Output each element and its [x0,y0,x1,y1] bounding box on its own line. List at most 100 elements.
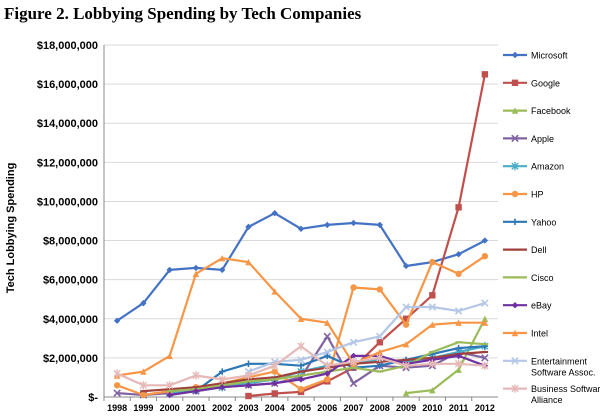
data-point [271,361,279,370]
x-tick-label: 2004 [265,403,285,413]
data-point [481,315,489,322]
data-point [376,286,383,293]
data-point [166,391,173,399]
data-point [297,341,305,351]
data-point [166,266,173,274]
data-point [140,391,147,399]
legend-item: Yahoo [503,217,556,227]
data-point [271,368,278,375]
legend-label: Facebook [531,106,571,116]
data-point [402,389,410,397]
data-point [297,385,305,393]
y-tick-label: $4,000,000 [43,314,98,326]
data-point [455,270,462,277]
data-point [349,338,358,347]
data-point [402,361,410,370]
data-point [245,392,252,400]
y-tick-label: $2,000,000 [43,353,98,365]
data-point [324,352,331,360]
legend-label: Software Assoc. [531,367,596,377]
x-tick-label: 2000 [160,403,180,413]
x-tick-label: 2005 [291,403,311,413]
data-point [139,381,148,390]
data-point [324,221,331,229]
data-point [511,79,519,86]
legend-label: Business Software [531,384,600,394]
data-point [245,382,252,389]
x-tick-label: 1999 [133,403,153,413]
data-point [271,380,278,387]
data-point [323,348,332,356]
legend-item: Amazon [503,162,564,172]
data-point [402,303,410,311]
data-point [376,332,384,341]
data-point [429,258,436,266]
legend-label: HP [531,190,544,200]
data-point [113,382,121,389]
legend-label: Microsoft [531,51,568,61]
data-point [429,321,436,328]
data-point [429,292,436,299]
data-point [455,251,462,258]
data-point [218,375,226,384]
data-point [245,360,252,367]
data-point [481,299,489,307]
data-point [511,190,519,198]
figure-title: Figure 2. Lobbying Spending by Tech Comp… [4,4,362,23]
data-point [297,376,305,383]
data-point [271,209,278,217]
y-tick-label: $8,000,000 [43,236,98,248]
data-point [455,319,462,326]
y-tick-label: $12,000,000 [37,157,98,169]
data-point [245,258,252,266]
data-point [113,317,121,324]
y-tick-label: $- [88,392,98,404]
data-point [402,262,410,270]
series-ebay [166,352,489,399]
x-tick-label: 2006 [317,403,337,413]
series-microsoft [113,209,489,324]
data-point [349,357,358,366]
data-point [350,284,357,291]
legend-label: Google [531,78,560,88]
data-point [511,357,519,365]
data-point [113,369,121,378]
series-group [113,71,489,400]
data-point [481,361,489,370]
y-tick-label: $6,000,000 [43,275,98,287]
data-point [245,223,252,231]
data-point [481,354,489,362]
x-tick-label: 2007 [344,403,364,413]
data-point [219,368,226,375]
x-axis: 1998 1999 2000 2001 2002 2003 2004 2005 2006 2007… [103,396,498,413]
data-point [455,366,462,373]
legend-label: Alliance [531,395,563,405]
data-point [511,162,519,171]
x-tick-label: 2012 [475,403,495,413]
data-point [511,134,519,143]
data-point [297,356,305,364]
x-tick-label: 2010 [422,403,442,413]
data-point [219,266,226,274]
data-point [271,288,278,295]
data-point [511,329,519,337]
data-point [511,218,519,225]
data-point [376,221,383,229]
x-tick-label: 2008 [370,403,390,413]
data-point [297,315,305,322]
legend-label: Intel [531,329,548,339]
data-point [402,321,410,328]
data-point [455,204,462,211]
data-point [376,339,383,346]
data-point [454,359,463,368]
legend-item: Apple [503,134,554,144]
data-point [481,253,489,260]
legend-item: eBay [503,301,552,311]
y-tick-label: $14,000,000 [37,118,98,130]
y-tick-label: $10,000,000 [37,196,98,208]
x-tick-label: 1998 [107,403,127,413]
data-point [192,387,200,395]
series-line [195,345,485,392]
